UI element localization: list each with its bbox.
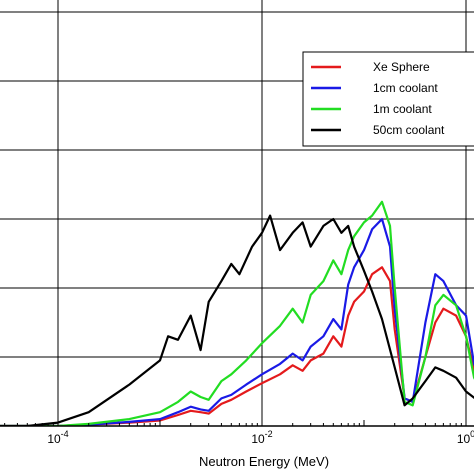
x-tick-label: 10-4: [47, 429, 68, 446]
x-tick-label: 100: [457, 429, 474, 446]
legend-label: 1m coolant: [373, 102, 432, 116]
plot-area: [0, 200, 474, 426]
series-line-50cm-coolant: [0, 214, 474, 426]
legend-label: 1cm coolant: [373, 81, 438, 95]
legend-label: 50cm coolant: [373, 123, 445, 137]
legend-label: Xe Sphere: [373, 60, 430, 74]
x-tick-labels: 10-4 10-2 100: [47, 429, 474, 446]
series-layer: [0, 200, 474, 426]
series-line-xe-sphere: [0, 266, 474, 426]
x-tick-label: 10-2: [251, 429, 272, 446]
series-line-1m-coolant: [0, 200, 474, 426]
series-line-1cm-coolant: [0, 217, 474, 426]
axes: [0, 420, 474, 427]
legend: Xe Sphere 1cm coolant 1m coolant 50cm coola…: [302, 51, 474, 147]
x-axis-label: Neutron Energy (MeV): [199, 454, 329, 469]
